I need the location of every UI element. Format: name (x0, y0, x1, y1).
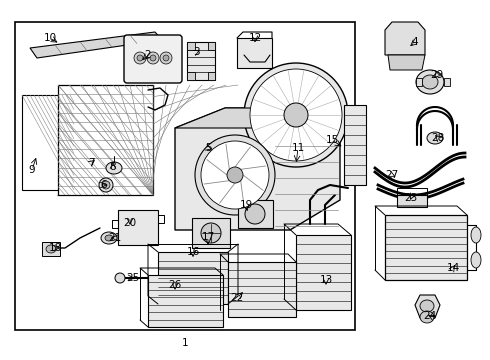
Ellipse shape (245, 204, 265, 224)
Ellipse shape (201, 223, 221, 243)
Text: 15: 15 (325, 135, 339, 145)
Ellipse shape (422, 75, 438, 89)
Bar (42, 242, 60, 256)
Polygon shape (385, 22, 425, 55)
Bar (344, 105, 366, 185)
Bar (148, 275, 223, 327)
Text: 27: 27 (385, 170, 399, 180)
Bar (58, 85, 153, 195)
Ellipse shape (99, 178, 113, 192)
Text: 24: 24 (423, 311, 437, 321)
Text: 1: 1 (182, 338, 188, 348)
Bar (397, 195, 427, 207)
Bar (15, 22, 355, 330)
Polygon shape (30, 32, 162, 58)
Ellipse shape (101, 232, 117, 244)
Bar (385, 215, 467, 280)
Ellipse shape (420, 300, 434, 312)
Bar (22, 95, 74, 190)
Text: 17: 17 (201, 232, 215, 242)
Ellipse shape (46, 245, 56, 253)
Polygon shape (175, 108, 340, 128)
Polygon shape (388, 55, 425, 70)
Text: 21: 21 (108, 233, 122, 243)
Text: 6: 6 (100, 180, 107, 190)
Text: 5: 5 (205, 143, 211, 153)
Bar (187, 42, 215, 80)
Text: 14: 14 (446, 263, 460, 273)
Text: 9: 9 (29, 165, 35, 175)
Bar (187, 72, 195, 80)
Ellipse shape (427, 132, 443, 144)
Text: 16: 16 (186, 247, 199, 257)
Ellipse shape (250, 69, 342, 161)
Bar (238, 200, 273, 228)
Ellipse shape (195, 135, 275, 215)
Bar (444, 78, 450, 86)
Bar (237, 38, 272, 68)
Text: 12: 12 (248, 33, 262, 43)
Ellipse shape (471, 252, 481, 268)
Ellipse shape (150, 55, 156, 61)
Bar (416, 78, 422, 86)
Ellipse shape (163, 55, 169, 61)
Polygon shape (175, 108, 340, 230)
Text: 4: 4 (412, 37, 418, 47)
Text: 7: 7 (88, 158, 94, 168)
Text: 13: 13 (319, 275, 333, 285)
Text: 11: 11 (292, 143, 305, 153)
Text: 22: 22 (230, 293, 244, 303)
Ellipse shape (471, 227, 481, 243)
Text: 26: 26 (169, 280, 182, 290)
Ellipse shape (420, 311, 434, 323)
Bar (187, 42, 195, 50)
Ellipse shape (105, 235, 113, 241)
Bar (208, 42, 215, 50)
Text: 29: 29 (430, 70, 443, 80)
Text: 25: 25 (126, 273, 140, 283)
Polygon shape (415, 295, 440, 318)
Text: 18: 18 (49, 243, 62, 253)
Text: 19: 19 (240, 200, 253, 210)
Ellipse shape (106, 162, 122, 174)
Text: 8: 8 (110, 162, 116, 172)
Bar (296, 235, 351, 310)
Bar (228, 262, 296, 317)
Bar (118, 210, 158, 245)
Ellipse shape (416, 70, 444, 94)
Ellipse shape (102, 181, 110, 189)
Bar (192, 218, 230, 248)
Ellipse shape (284, 103, 308, 127)
Ellipse shape (244, 63, 348, 167)
Text: 23: 23 (404, 193, 417, 203)
Text: 20: 20 (123, 218, 137, 228)
Ellipse shape (134, 52, 146, 64)
Ellipse shape (227, 167, 243, 183)
Bar (158, 252, 228, 304)
Text: 10: 10 (44, 33, 56, 43)
Bar (208, 72, 215, 80)
Text: 2: 2 (145, 50, 151, 60)
Text: 3: 3 (193, 47, 199, 57)
Ellipse shape (147, 52, 159, 64)
Text: 28: 28 (431, 133, 444, 143)
Ellipse shape (137, 55, 143, 61)
Ellipse shape (160, 52, 172, 64)
Ellipse shape (201, 141, 269, 209)
FancyBboxPatch shape (124, 35, 182, 83)
Ellipse shape (115, 273, 125, 283)
